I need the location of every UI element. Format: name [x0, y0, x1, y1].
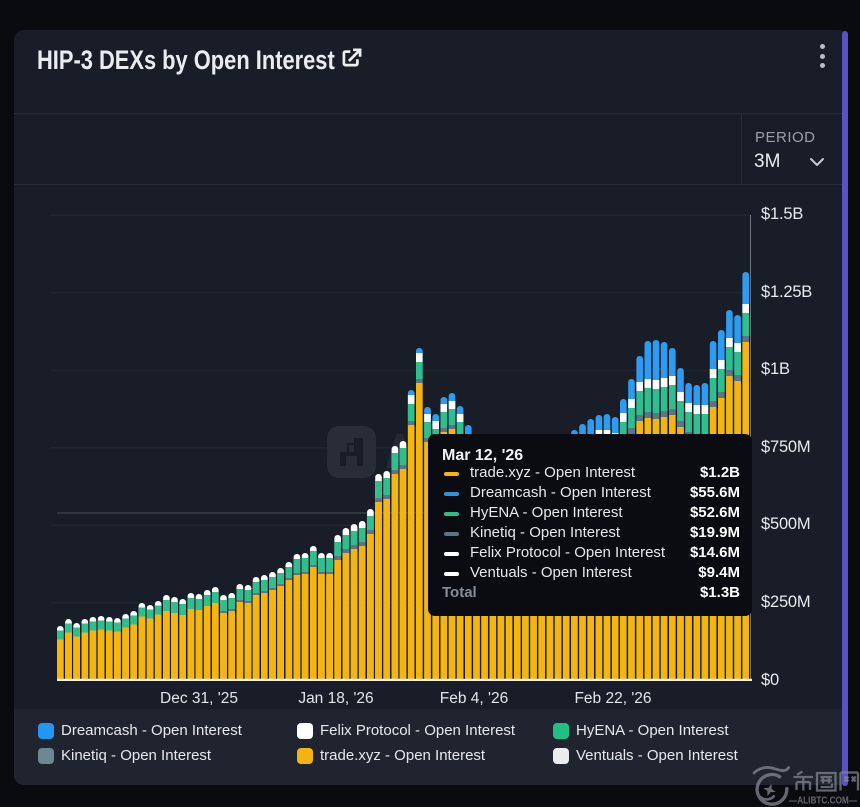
svg-text:—ALIBTC.COM—: —ALIBTC.COM—	[789, 796, 857, 807]
